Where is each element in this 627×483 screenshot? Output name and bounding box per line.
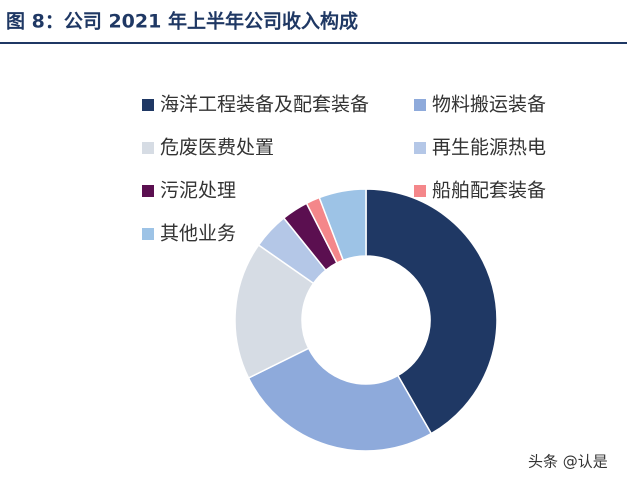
donut-slice	[318, 188, 367, 262]
legend-label: 船舶配套装备	[432, 180, 546, 202]
legend-label: 物料搬运装备	[432, 94, 546, 116]
legend-swatch	[414, 142, 426, 154]
legend-swatch	[414, 185, 426, 197]
legend-swatch	[142, 185, 154, 197]
donut-slice	[247, 347, 433, 452]
legend-swatch	[142, 228, 154, 240]
legend-swatch	[142, 99, 154, 111]
chart-title: 图 8：公司 2021 年上半年公司收入构成	[6, 10, 358, 33]
legend-label: 再生能源热电	[432, 137, 546, 159]
legend-label: 污泥处理	[160, 180, 236, 202]
donut-slice	[365, 188, 498, 435]
legend-label: 海洋工程装备及配套装备	[160, 94, 369, 116]
legend-swatch	[142, 142, 154, 154]
watermark: 头条 @认是	[528, 453, 608, 471]
legend-swatch	[414, 99, 426, 111]
legend-label: 其他业务	[160, 223, 236, 245]
legend-label: 危废医费处置	[160, 137, 274, 159]
